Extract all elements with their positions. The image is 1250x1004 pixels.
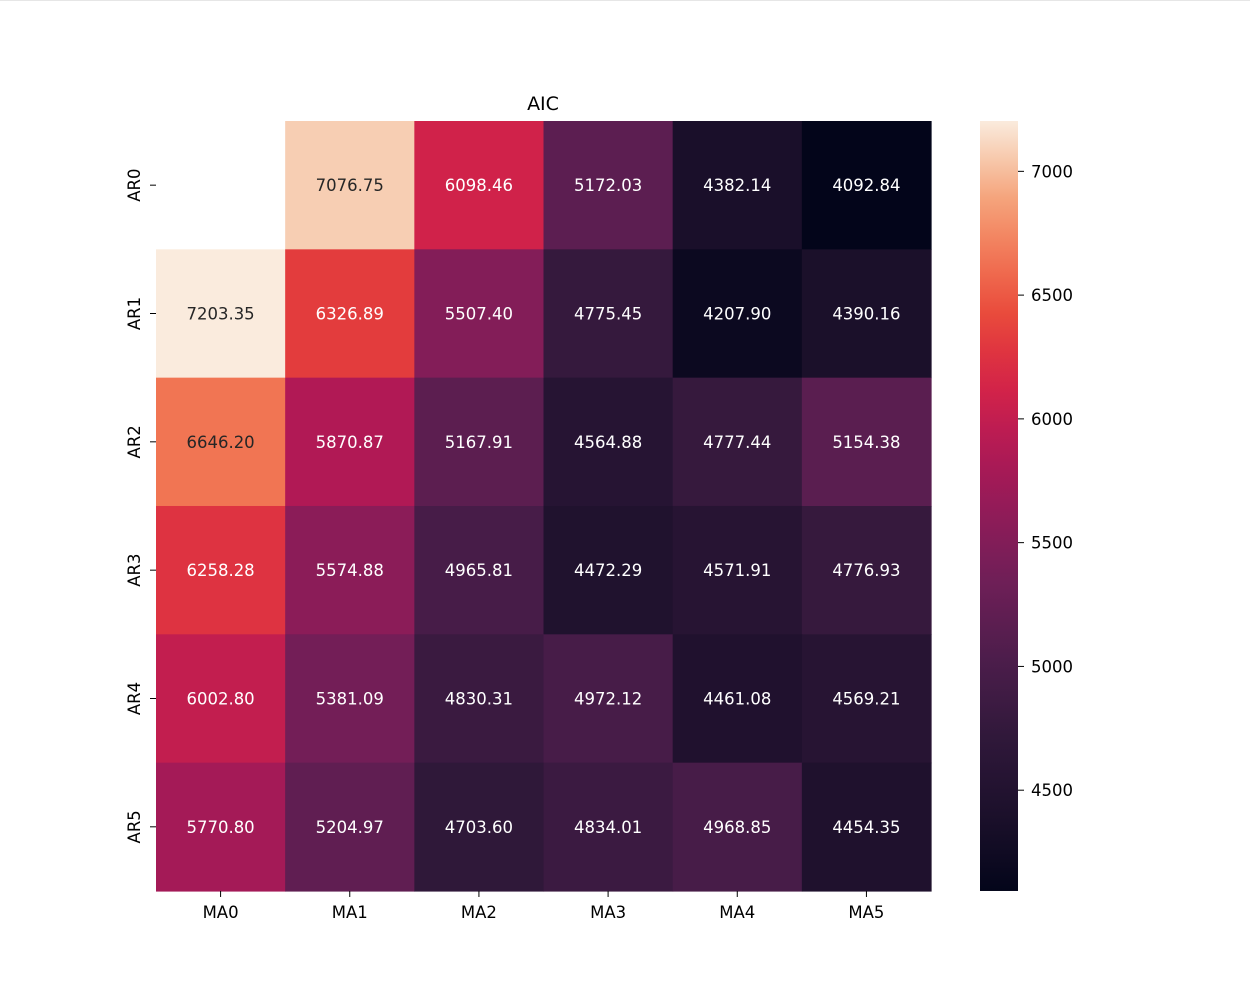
cell-value-label: 7076.75: [316, 176, 384, 195]
cell-value-label: 4454.35: [832, 818, 900, 837]
heatmap-cell: [801, 377, 932, 507]
heatmap-cell: [672, 121, 803, 250]
cell-value-label: 4968.85: [703, 818, 771, 837]
heatmap-cell: [285, 762, 415, 892]
cell-value-label: 4571.91: [703, 561, 771, 580]
x-tick-label: MA4: [719, 903, 755, 922]
heatmap-cell: [285, 249, 415, 379]
heatmap-cells: [156, 121, 932, 892]
cell-value-label: 6002.80: [186, 689, 254, 708]
heatmap-cell: [801, 505, 932, 635]
heatmap-cell: [543, 249, 674, 379]
cell-value-label: 4207.90: [703, 304, 771, 323]
x-tick-label: MA0: [203, 903, 239, 922]
x-tick-label: MA5: [848, 903, 884, 922]
heatmap-cell: [543, 121, 674, 250]
cell-value-label: 4569.21: [832, 689, 900, 708]
heatmap-cell: [414, 762, 545, 892]
heatmap-cell: [156, 505, 286, 635]
heatmap-cell: [285, 505, 415, 635]
heatmap-cell: [414, 121, 545, 250]
cell-value-label: 5574.88: [316, 561, 384, 580]
heatmap-cell: [543, 762, 674, 892]
cell-value-label: 4564.88: [574, 433, 642, 452]
cell-value-label: 7203.35: [186, 304, 254, 323]
heatmap-cell: [672, 377, 803, 507]
heatmap-cell: [414, 377, 545, 507]
cell-value-label: 5172.03: [574, 176, 642, 195]
heatmap-cell: [543, 377, 674, 507]
cell-value-label: 4775.45: [574, 304, 642, 323]
cell-value-labels: 7076.75 6098.46 5172.03 4382.14 4092.84 7203.…: [186, 176, 900, 837]
cell-value-label: 6326.89: [316, 304, 384, 323]
heatmap-cell: [543, 505, 674, 635]
x-tick-label: MA2: [461, 903, 497, 922]
cell-value-label: 4703.60: [445, 818, 513, 837]
x-tick-label: MA3: [590, 903, 626, 922]
cell-value-label: 4461.08: [703, 689, 771, 708]
cell-value-label: 6098.46: [445, 176, 513, 195]
colorbar-tick-label: 7000: [1031, 162, 1073, 181]
cell-value-label: 4965.81: [445, 561, 513, 580]
x-tick-label: MA1: [332, 903, 368, 922]
cell-value-label: 5167.91: [445, 433, 513, 452]
cell-value-label: 5507.40: [445, 304, 513, 323]
heatmap-cell: [801, 249, 932, 379]
y-tick-label: AR4: [125, 682, 144, 715]
cell-value-label: 5381.09: [316, 689, 384, 708]
cell-value-label: 4776.93: [832, 561, 900, 580]
cell-value-label: 5770.80: [186, 818, 254, 837]
cell-value-label: 4092.84: [832, 176, 900, 195]
colorbar-tick-label: 5000: [1031, 657, 1073, 676]
cell-value-label: 4972.12: [574, 689, 642, 708]
cell-value-label: 5154.38: [832, 433, 900, 452]
heatmap-cell: [156, 634, 286, 764]
cell-value-label: 6646.20: [186, 433, 254, 452]
y-tick-label: AR5: [125, 810, 144, 843]
cell-value-label: 4390.16: [832, 304, 900, 323]
y-axis: AR0 AR1 AR2 AR3 AR4 AR5: [125, 169, 156, 843]
y-tick-label: AR1: [125, 297, 144, 330]
heatmap-cell: [543, 634, 674, 764]
heatmap-cell: [801, 634, 932, 764]
colorbar-tick-label: 4500: [1031, 781, 1073, 800]
heatmap-cell: [414, 505, 545, 635]
cell-value-label: 4472.29: [574, 561, 642, 580]
heatmap-cell: [672, 762, 803, 892]
heatmap-cell: [672, 505, 803, 635]
cell-value-label: 5870.87: [316, 433, 384, 452]
heatmap-cell: [156, 377, 286, 507]
heatmap-cell: [285, 121, 415, 250]
heatmap-cell: [285, 377, 415, 507]
colorbar-tick-label: 5500: [1031, 534, 1073, 553]
colorbar-tick-label: 6500: [1031, 286, 1073, 305]
y-tick-label: AR0: [125, 169, 144, 202]
y-tick-label: AR3: [125, 554, 144, 587]
chart-title: AIC: [527, 93, 559, 115]
cell-value-label: 4834.01: [574, 818, 642, 837]
cell-value-label: 4382.14: [703, 176, 771, 195]
cell-value-label: 4777.44: [703, 433, 771, 452]
heatmap-cell: [156, 762, 286, 892]
y-tick-label: AR2: [125, 425, 144, 458]
heatmap-cell: [801, 121, 932, 250]
heatmap-cell: [285, 634, 415, 764]
x-axis: MA0 MA1 MA2 MA3 MA4 MA5: [203, 890, 884, 922]
cell-value-label: 4830.31: [445, 689, 513, 708]
heatmap-cell: [414, 249, 545, 379]
cell-value-label: 5204.97: [316, 818, 384, 837]
cell-value-label: 6258.28: [186, 561, 254, 580]
colorbar: 4500 5000 5500 6000 6500 7000: [980, 121, 1073, 891]
colorbar-gradient: [980, 121, 1018, 891]
heatmap-cell: [414, 634, 545, 764]
top-border: [0, 0, 1250, 1]
heatmap-cell: [672, 249, 803, 379]
heatmap-cell: [156, 249, 286, 379]
heatmap-cell: [672, 634, 803, 764]
colorbar-tick-label: 6000: [1031, 410, 1073, 429]
heatmap-cell: [801, 762, 932, 892]
